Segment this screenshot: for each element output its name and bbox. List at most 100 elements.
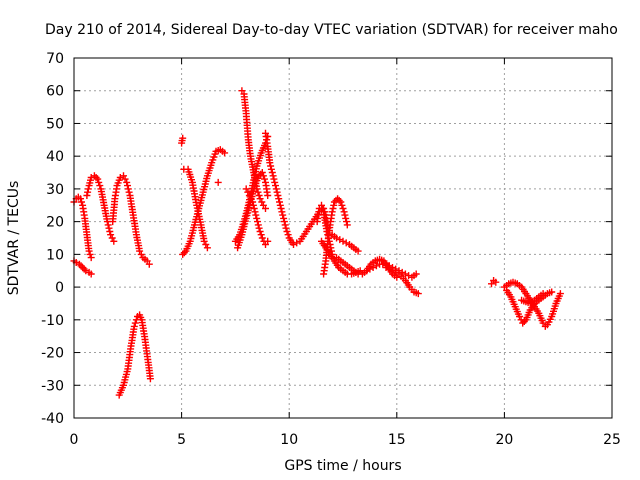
data-point: [258, 169, 266, 176]
data-point: [221, 149, 229, 157]
data-point: [281, 221, 289, 229]
data-point: [319, 205, 327, 212]
data-point: [280, 214, 288, 222]
data-point: [256, 228, 264, 235]
y-tick-label: 30: [46, 182, 64, 198]
data-point: [258, 198, 266, 206]
data-point: [245, 192, 253, 199]
data-point: [398, 268, 406, 276]
data-point: [334, 195, 342, 203]
x-tick-label: 0: [70, 432, 79, 448]
data-point: [180, 249, 188, 257]
data-point: [124, 185, 132, 193]
y-axis-ticks: -40 -30 -20 -10 0 10 20 30 40 50 60 70: [41, 51, 612, 427]
series-pass-13: [242, 185, 272, 248]
series-pass-18: [328, 231, 362, 255]
data-point: [267, 162, 275, 170]
y-tick-label: 0: [55, 280, 64, 296]
data-point: [270, 175, 278, 183]
y-tick-label: 40: [46, 149, 64, 165]
data-point: [284, 231, 292, 239]
data-point: [123, 178, 131, 186]
data-point: [340, 208, 348, 216]
series-pass-9: [214, 178, 222, 186]
series-pass-15: [313, 201, 336, 258]
data-point: [137, 250, 145, 258]
data-point: [254, 218, 261, 226]
series-pass-4: [109, 172, 153, 268]
y-tick-label: -20: [41, 346, 64, 362]
data-point: [242, 185, 250, 193]
series-pass-23: [500, 278, 564, 330]
data-point: [412, 270, 420, 278]
x-tick-label: 5: [177, 432, 186, 448]
series-pass-2: [70, 257, 95, 278]
data-point: [267, 165, 275, 173]
data-point: [86, 250, 94, 258]
y-axis-label: SDTVAR / TECUs: [6, 181, 22, 296]
data-point: [342, 239, 350, 247]
data-point: [272, 182, 279, 190]
data-point: [283, 228, 291, 235]
data-point: [251, 208, 259, 216]
series-pass-25: [518, 290, 547, 307]
data-point: [120, 172, 127, 180]
series-pass-3: [83, 172, 118, 245]
data-point: [254, 188, 262, 196]
data-point: [84, 188, 92, 196]
data-point: [79, 264, 87, 271]
data-point: [335, 196, 343, 204]
data-point: [247, 195, 255, 203]
data-point: [78, 198, 85, 206]
data-point: [249, 201, 257, 209]
data-point: [272, 185, 280, 193]
data-point: [179, 250, 187, 258]
data-point: [556, 290, 564, 298]
plot-frame: [73, 57, 613, 419]
series-pass-22: [488, 277, 500, 288]
data-point: [385, 265, 393, 273]
data-point: [271, 178, 279, 186]
data-point: [328, 208, 336, 216]
data-point: [125, 188, 133, 196]
series-pass-6: [178, 134, 187, 147]
data-point: [274, 192, 282, 199]
data-point: [339, 205, 347, 212]
data-point: [342, 214, 350, 222]
x-tick-label: 10: [280, 432, 298, 448]
data-point: [492, 278, 500, 286]
data-point: [516, 313, 523, 320]
data-point: [92, 174, 100, 181]
data-point: [354, 247, 362, 255]
data-point: [282, 224, 290, 232]
data-point: [80, 265, 88, 273]
data-point: [279, 211, 287, 219]
data-point: [253, 214, 261, 222]
data-point: [269, 172, 277, 180]
data-point: [77, 262, 85, 270]
data-point: [337, 198, 345, 206]
data-point: [214, 178, 222, 186]
data-point: [250, 205, 258, 212]
data-point: [131, 319, 139, 327]
data-point: [94, 175, 102, 183]
data-point: [338, 201, 346, 209]
data-point: [200, 237, 208, 245]
data-point: [276, 198, 283, 206]
data-point: [264, 237, 272, 245]
data-point: [110, 237, 118, 245]
series-pass-14: [262, 129, 332, 248]
y-tick-label: 20: [46, 215, 64, 231]
data-point: [382, 264, 390, 271]
x-axis-ticks: 0 5 10 15 20 25: [70, 58, 621, 448]
data-point: [539, 290, 547, 298]
data-point: [130, 322, 138, 330]
data-point: [278, 208, 286, 216]
data-point: [268, 169, 276, 176]
data-point: [277, 205, 285, 212]
data-point: [414, 290, 422, 298]
data-point: [106, 228, 114, 235]
data-point: [254, 221, 262, 229]
data-point: [401, 270, 409, 278]
data-point: [293, 239, 301, 247]
